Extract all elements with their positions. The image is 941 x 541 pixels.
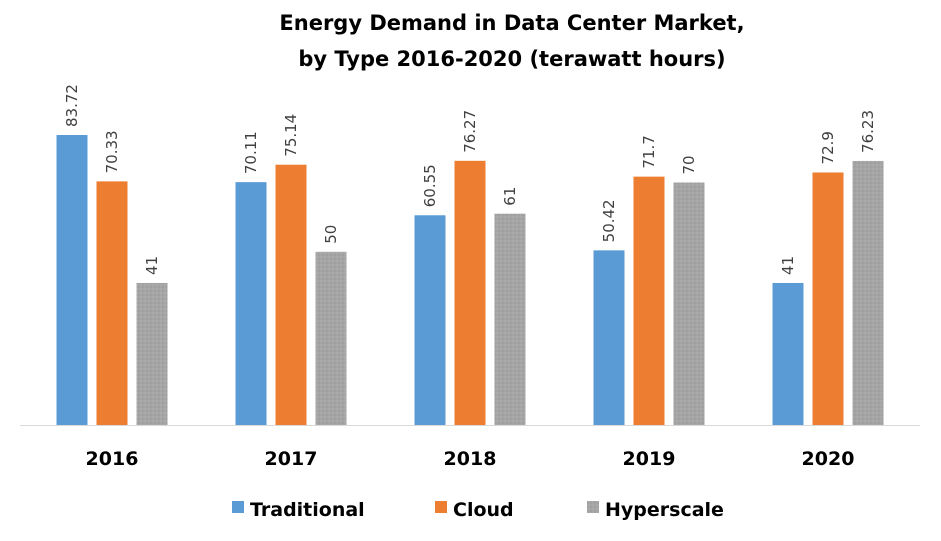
x-tick-label: 2020 xyxy=(802,448,855,470)
bar-hyperscale-2017 xyxy=(315,251,347,425)
data-label: 70.11 xyxy=(242,131,260,174)
data-label: 70.33 xyxy=(103,130,121,173)
bar-cloud-2020 xyxy=(812,172,844,425)
bar-hyperscale-2020 xyxy=(852,160,884,425)
legend-label-hyperscale: Hyperscale xyxy=(605,499,724,521)
data-label: 50 xyxy=(322,225,340,244)
data-label: 50.42 xyxy=(600,199,618,242)
legend-swatch-cloud xyxy=(435,501,447,513)
data-label: 41 xyxy=(143,256,161,275)
bar-traditional-2017 xyxy=(235,182,267,425)
data-label: 60.55 xyxy=(421,164,439,207)
legend-label-cloud: Cloud xyxy=(453,499,514,521)
data-label: 41 xyxy=(779,256,797,275)
data-label: 72.9 xyxy=(819,131,837,164)
data-label: 76.23 xyxy=(859,110,877,153)
legend-swatch-traditional xyxy=(232,501,244,513)
data-label: 83.72 xyxy=(63,84,81,127)
bar-cloud-2018 xyxy=(454,160,486,425)
chart-title-line-1: Energy Demand in Data Center Market, xyxy=(279,11,744,35)
bar-cloud-2016 xyxy=(96,181,128,425)
legend-swatch-hyperscale xyxy=(587,501,599,513)
bar-cloud-2017 xyxy=(275,164,307,425)
bar-traditional-2019 xyxy=(593,250,625,425)
bar-cloud-2019 xyxy=(633,176,665,425)
bar-hyperscale-2019 xyxy=(673,182,705,425)
data-label: 71.7 xyxy=(640,135,658,168)
bar-traditional-2020 xyxy=(772,282,804,425)
data-label: 76.27 xyxy=(461,110,479,153)
bar-traditional-2018 xyxy=(414,215,446,425)
legend-label-traditional: Traditional xyxy=(250,499,365,521)
bar-hyperscale-2018 xyxy=(494,213,526,425)
x-tick-label: 2017 xyxy=(265,448,318,470)
data-label: 61 xyxy=(501,187,519,206)
bar-traditional-2016 xyxy=(56,135,88,425)
data-label: 70 xyxy=(680,155,698,174)
data-label: 75.14 xyxy=(282,114,300,157)
bar-hyperscale-2016 xyxy=(136,282,168,425)
x-tick-label: 2018 xyxy=(444,448,497,470)
x-tick-label: 2019 xyxy=(623,448,676,470)
x-tick-label: 2016 xyxy=(86,448,139,470)
chart-title-line-2: by Type 2016-2020 (terawatt hours) xyxy=(298,47,725,71)
